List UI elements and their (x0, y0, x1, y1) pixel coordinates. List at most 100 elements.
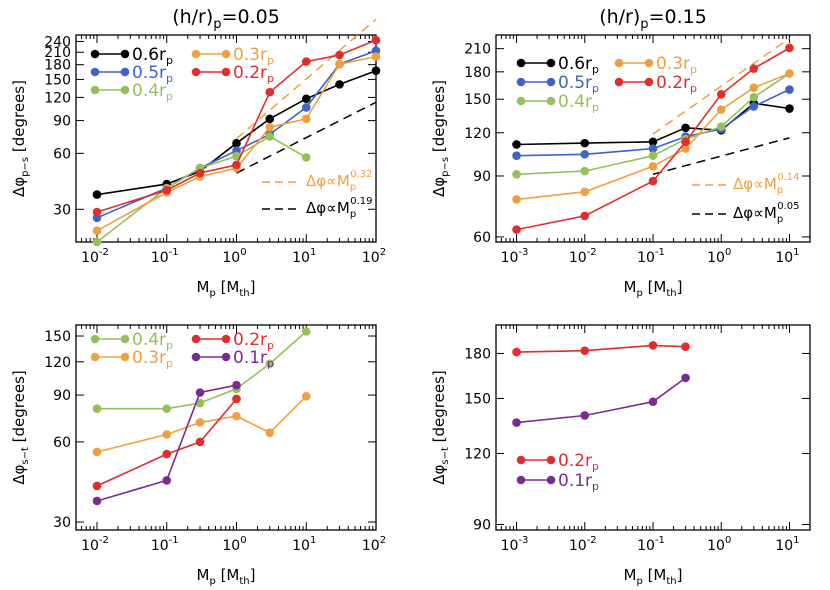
legend-name: 0.2r (233, 330, 267, 350)
data-point-0-2r (512, 225, 521, 234)
fit-label-sub: p (350, 182, 356, 193)
legend-marker (191, 49, 201, 59)
legend-name-sub: p (690, 63, 697, 76)
y-label-unit: [degrees] (10, 80, 28, 157)
data-point-0-5r (749, 102, 759, 111)
data-point-0-3r (92, 447, 102, 457)
data-point-0-5r (785, 85, 794, 94)
data-point-0-3r (232, 411, 241, 421)
x-tick-label: 10-2 (569, 247, 597, 266)
data-point-0-4r (265, 359, 275, 369)
y-tick-label: 30 (53, 515, 71, 531)
data-point-0-4r (301, 153, 311, 162)
x-tick-label: 10-1 (637, 247, 665, 266)
data-point-0-2r (232, 394, 241, 404)
x-label-main: M (197, 278, 210, 296)
data-point-0-4r (162, 404, 172, 413)
y-tick-label: 210 (44, 45, 71, 61)
legend-label-0-2r: 0.2rp (558, 451, 599, 473)
x-label-sub: p (209, 576, 215, 587)
legend-marker (546, 96, 556, 106)
x-label-unit: [M (643, 566, 667, 584)
fit-label-sub: p (777, 214, 783, 225)
legend-label-0-4r: 0.4rp (132, 330, 173, 352)
data-point-0-4r (301, 327, 311, 336)
data-point-0-3r (681, 144, 690, 153)
x-tick-exponent: -3 (518, 535, 528, 546)
legend-name: 0.6r (558, 54, 592, 74)
x-tick-exponent: -1 (169, 535, 179, 546)
legend-name-sub: p (166, 72, 173, 85)
data-point-0-5r (580, 149, 590, 159)
data-point-0-2r (195, 168, 205, 178)
legend-name: 0.2r (233, 63, 267, 83)
fit-label-exponent: 0.32 (350, 169, 372, 180)
legend-marker (90, 49, 100, 59)
x-tick-label: 10-1 (637, 535, 665, 554)
fit-label-sub: p (777, 185, 783, 196)
data-point-0-3r (371, 52, 381, 61)
x-tick-base: 10 (292, 250, 310, 266)
data-point-0-2r (648, 176, 658, 186)
x-tick-base: 10 (151, 538, 169, 554)
y-label-unit: [degrees] (430, 80, 448, 157)
x-tick-label: 10-2 (81, 247, 109, 266)
x-axis-label: Mp [Mth] (624, 278, 683, 299)
y-tick-label: 150 (464, 391, 491, 407)
y-tick-label: 90 (473, 169, 491, 185)
x-label-main: M (197, 566, 210, 584)
title-main: (h/r) (172, 6, 213, 28)
x-label-sub: p (636, 288, 642, 299)
data-point-0-4r (749, 92, 759, 102)
legend-marker (644, 58, 654, 68)
x-tick-label: 102 (362, 247, 386, 266)
y-axis-label: Δφs−t [degrees] (10, 370, 31, 485)
x-tick-exponent: 1 (793, 535, 799, 546)
data-point-0-3r (580, 187, 590, 197)
legend-marker (516, 58, 526, 68)
fit-label-sub: p (350, 209, 356, 220)
legend-name-sub: p (592, 63, 599, 76)
x-label-unit: [M (216, 278, 240, 296)
data-point-0-1r (162, 476, 172, 485)
series-line-0-6r (96, 69, 377, 196)
data-point-0-3r (749, 83, 759, 92)
legend-name-sub: p (592, 82, 599, 95)
data-point-0-2r (580, 211, 590, 221)
y-label-main: Δφ (430, 177, 448, 197)
legend-name: 0.4r (132, 330, 166, 350)
legend-marker (546, 455, 556, 465)
x-tick-exponent: -2 (99, 535, 109, 546)
legend-name-sub: p (592, 101, 599, 114)
legend-label-0-1r: 0.1rp (558, 471, 599, 493)
data-point-0-1r (648, 397, 658, 407)
x-label-sub: p (636, 576, 642, 587)
legend-name: 0.3r (233, 45, 267, 65)
fit-legend-label: Δφ∝Mp 0.14 (733, 172, 799, 196)
title-sub: p (640, 17, 648, 32)
legend-label-0-4r: 0.4rp (132, 81, 173, 103)
legend-marker (614, 58, 624, 68)
x-tick-label: 101 (292, 247, 316, 266)
x-tick-label: 100 (222, 247, 246, 266)
legend-name: 0.3r (132, 348, 166, 368)
legend-marker (221, 67, 231, 77)
x-tick-base: 10 (81, 538, 99, 554)
series-line-0-1r (516, 377, 687, 424)
series-line-0-4r (96, 135, 307, 243)
data-point-0-2r (335, 50, 344, 60)
y-tick-label: 180 (464, 346, 491, 362)
y-tick-label: 120 (44, 90, 71, 106)
data-point-0-5r (301, 103, 311, 112)
x-label-unit-sub: th (239, 288, 249, 299)
legend-marker (516, 77, 526, 87)
x-tick-base: 10 (637, 250, 655, 266)
fit-line-0-05 (652, 137, 790, 176)
y-label-main: Δφ (10, 177, 28, 197)
legend-marker (221, 352, 231, 362)
x-label-close: ] (677, 566, 683, 584)
y-tick-label: 180 (464, 65, 491, 81)
x-tick-label: 100 (707, 535, 731, 554)
